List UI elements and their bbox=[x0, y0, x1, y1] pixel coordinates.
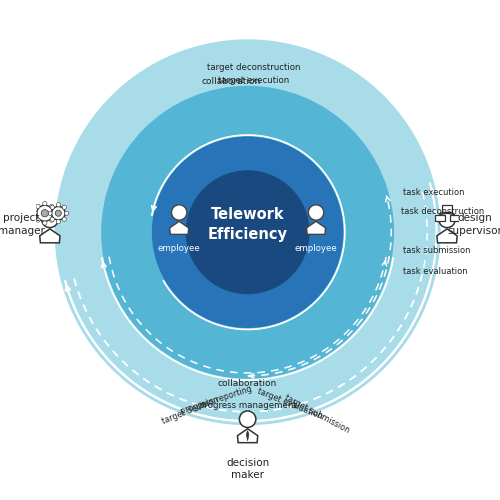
Circle shape bbox=[37, 205, 53, 222]
Text: collaboration: collaboration bbox=[218, 379, 277, 388]
Text: task deconstruction: task deconstruction bbox=[400, 208, 484, 216]
Circle shape bbox=[48, 211, 52, 216]
Polygon shape bbox=[306, 222, 326, 234]
Circle shape bbox=[172, 205, 187, 220]
Polygon shape bbox=[437, 229, 457, 243]
Circle shape bbox=[56, 210, 62, 216]
Text: target execution: target execution bbox=[218, 76, 290, 84]
Circle shape bbox=[64, 211, 69, 216]
Circle shape bbox=[56, 40, 440, 424]
Circle shape bbox=[62, 205, 66, 210]
FancyBboxPatch shape bbox=[450, 214, 459, 222]
Circle shape bbox=[42, 202, 47, 205]
Text: target evaluation: target evaluation bbox=[256, 386, 324, 420]
Polygon shape bbox=[170, 222, 188, 234]
Circle shape bbox=[56, 220, 60, 224]
Circle shape bbox=[50, 217, 54, 222]
Text: decision
maker: decision maker bbox=[226, 458, 269, 480]
Text: progress reporting: progress reporting bbox=[179, 384, 253, 416]
Circle shape bbox=[308, 205, 324, 220]
Circle shape bbox=[152, 137, 342, 328]
Text: progress management: progress management bbox=[198, 401, 296, 410]
Circle shape bbox=[42, 221, 47, 225]
Circle shape bbox=[41, 210, 48, 217]
Circle shape bbox=[439, 211, 456, 228]
Polygon shape bbox=[40, 229, 60, 243]
Text: task submission: task submission bbox=[402, 246, 470, 255]
Text: collaboration: collaboration bbox=[201, 77, 260, 86]
Text: employee: employee bbox=[158, 244, 200, 252]
Circle shape bbox=[240, 411, 256, 428]
Circle shape bbox=[52, 206, 65, 220]
Circle shape bbox=[36, 204, 40, 208]
Circle shape bbox=[50, 204, 54, 208]
Circle shape bbox=[62, 217, 66, 222]
Circle shape bbox=[36, 218, 40, 222]
Text: target submission: target submission bbox=[284, 393, 352, 435]
Text: task execution: task execution bbox=[402, 188, 464, 196]
Text: design
supervisor: design supervisor bbox=[447, 214, 500, 236]
FancyBboxPatch shape bbox=[435, 214, 444, 222]
Circle shape bbox=[50, 205, 54, 210]
Circle shape bbox=[42, 211, 58, 228]
Polygon shape bbox=[246, 430, 249, 441]
FancyBboxPatch shape bbox=[442, 205, 452, 212]
Text: target deconstruction: target deconstruction bbox=[207, 63, 300, 72]
Text: task evaluation: task evaluation bbox=[402, 267, 468, 276]
Circle shape bbox=[50, 218, 54, 222]
Circle shape bbox=[56, 202, 60, 207]
Circle shape bbox=[33, 211, 37, 216]
Polygon shape bbox=[238, 428, 258, 442]
Text: employee: employee bbox=[294, 244, 338, 252]
Circle shape bbox=[52, 211, 56, 216]
Text: Telework
Efficiency: Telework Efficiency bbox=[208, 207, 288, 242]
Text: project
manager: project manager bbox=[0, 214, 45, 236]
Text: target decision: target decision bbox=[161, 396, 220, 426]
Circle shape bbox=[186, 171, 309, 294]
Circle shape bbox=[102, 86, 394, 378]
